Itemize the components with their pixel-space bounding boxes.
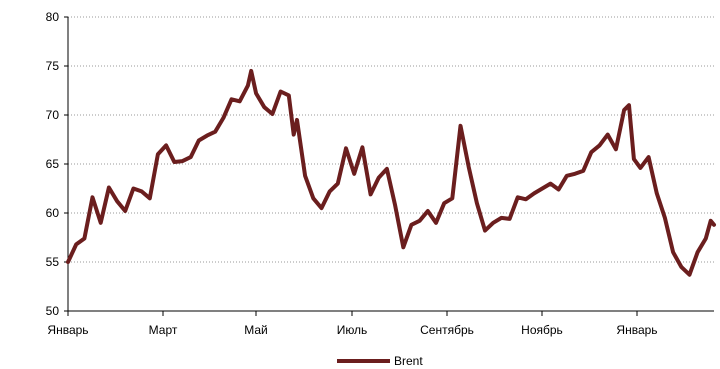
x-tick-label: Ноябрь [521, 323, 563, 337]
x-tick-label: Май [244, 323, 268, 337]
y-tick-label: 60 [46, 206, 60, 220]
legend-label-brent: Brent [394, 354, 423, 368]
series-layer [66, 68, 716, 277]
x-axis-tick-labels: Январь Март Май Июль Сентябрь Ноябрь Январь [47, 323, 657, 337]
y-tick-label: 50 [46, 304, 60, 318]
y-tick-label: 80 [46, 10, 60, 24]
y-tick-label: 75 [46, 59, 60, 73]
x-tick-label: Январь [616, 323, 657, 337]
x-tick-label: Март [149, 323, 178, 337]
y-tick-label: 65 [46, 157, 60, 171]
legend: Brent [337, 354, 423, 368]
y-tick-label: 70 [46, 108, 60, 122]
x-tick-label: Июль [337, 323, 368, 337]
axes [64, 16, 714, 316]
y-tick-label: 55 [46, 255, 60, 269]
x-tick-label: Сентябрь [420, 323, 474, 337]
series-line-brent [66, 68, 716, 277]
y-axis-tick-labels: 50 55 60 65 70 75 80 [46, 10, 60, 318]
x-tick-label: Январь [47, 323, 88, 337]
